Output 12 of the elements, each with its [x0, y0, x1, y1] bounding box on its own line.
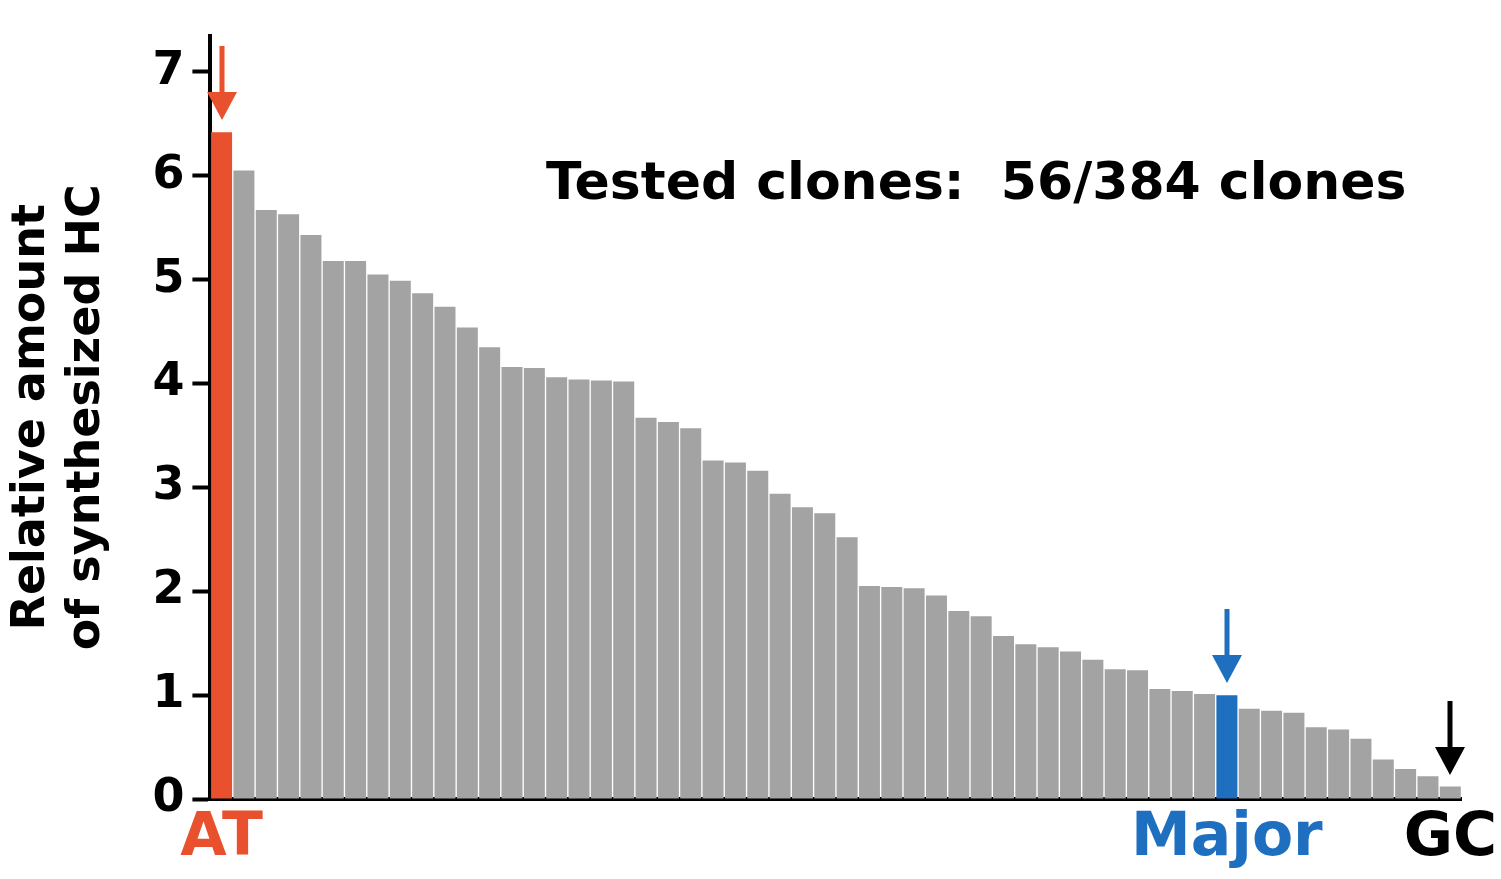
y-tick-label: 2 [152, 560, 185, 615]
y-tick-label: 4 [152, 352, 185, 407]
y-axis-title: Relative amount of synthesized HC [0, 184, 110, 651]
x-tick-label: Major [1131, 798, 1324, 869]
y-tick-label: 6 [152, 144, 185, 199]
y-tick-label: 0 [152, 767, 185, 822]
y-tick-label: 1 [152, 664, 185, 719]
y-tick-label: 7 [152, 40, 185, 95]
y-tick-label: 3 [152, 456, 185, 511]
x-tick-label: GC [1403, 798, 1497, 869]
annotation: Tested clones: 56/384 clones [546, 151, 1407, 212]
y-tick-label: 5 [152, 248, 185, 303]
